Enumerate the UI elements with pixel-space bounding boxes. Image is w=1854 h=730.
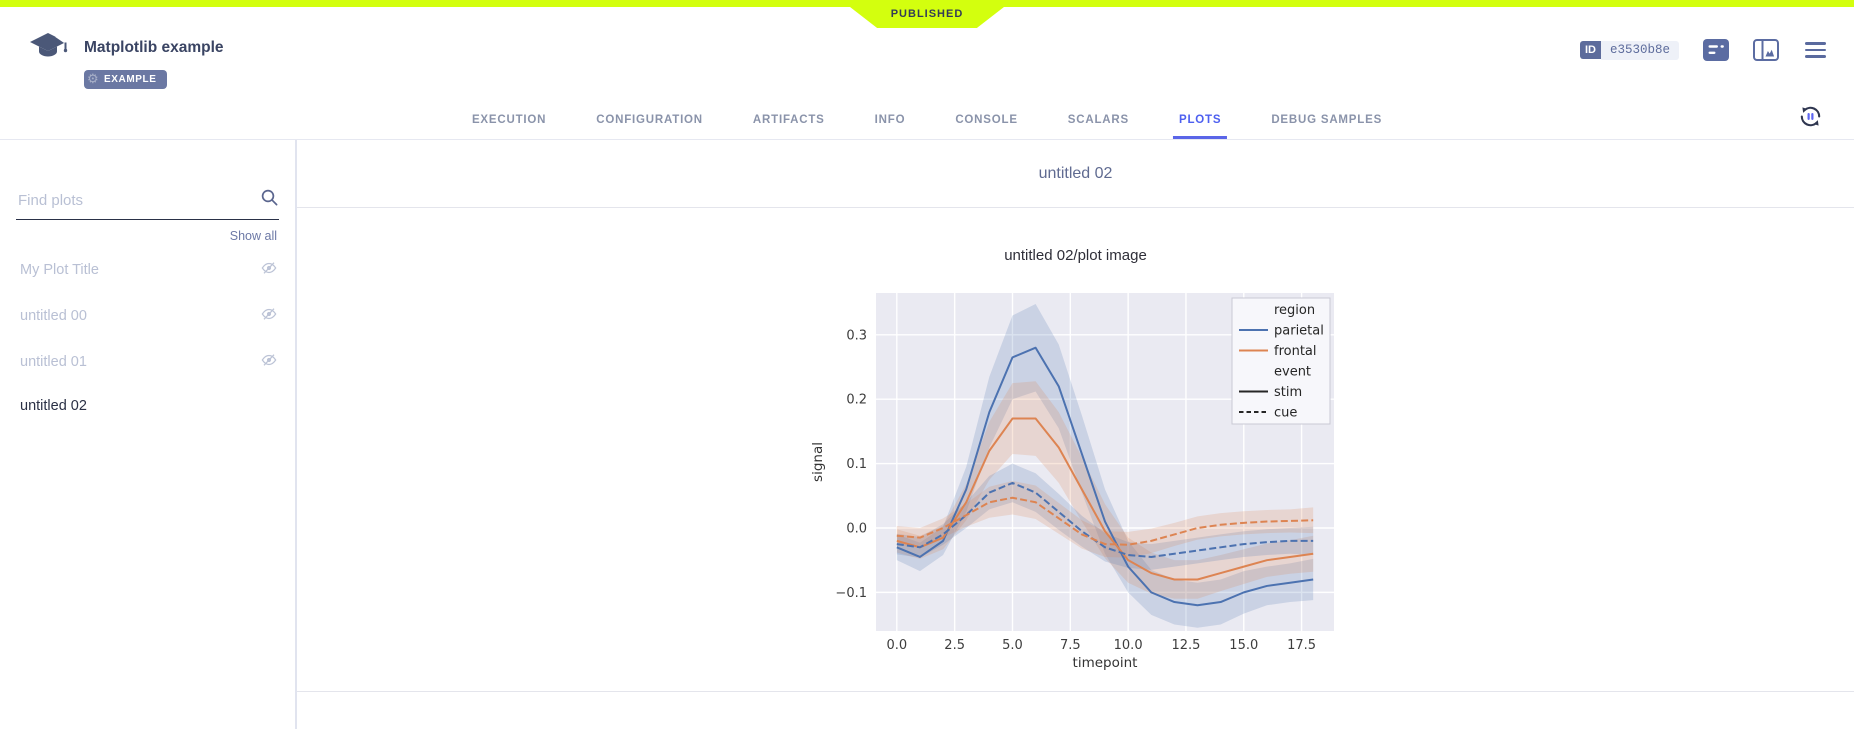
svg-text:15.0: 15.0 — [1229, 638, 1258, 653]
figure-svg: 0.0 2.5 5.0 7.5 10.0 12.5 15.0 17.5 −0.1 0.0 0.1 0.… — [810, 293, 1334, 671]
svg-text:frontal: frontal — [1274, 344, 1317, 359]
tab-execution[interactable]: EXECUTION — [471, 114, 547, 126]
svg-text:12.5: 12.5 — [1171, 638, 1200, 653]
svg-text:0.3: 0.3 — [846, 328, 867, 343]
svg-text:region: region — [1274, 303, 1315, 318]
plot-card-title: untitled 02/plot image — [1004, 247, 1147, 264]
plot-list-item-active[interactable]: untitled 02 — [0, 385, 295, 427]
tab-configuration[interactable]: CONFIGURATION — [596, 114, 703, 126]
svg-text:7.5: 7.5 — [1059, 638, 1080, 653]
content: Show all My Plot Title untitled 00 — [0, 140, 1854, 729]
experiment-logo-icon — [28, 31, 68, 89]
plot-list-item[interactable]: My Plot Title — [0, 247, 295, 293]
plot-item-label: untitled 00 — [20, 308, 87, 324]
plots-main: untitled 02 untitled 02/plot image 0.0 2.… — [297, 140, 1854, 729]
plots-panel-icon[interactable] — [1753, 39, 1779, 61]
auto-refresh-button[interactable] — [1797, 103, 1824, 135]
svg-text:event: event — [1274, 365, 1311, 380]
plot-list-item[interactable]: untitled 00 — [0, 293, 295, 339]
id-label: ID — [1579, 41, 1601, 59]
svg-text:0.0: 0.0 — [846, 521, 867, 536]
svg-text:cue: cue — [1274, 406, 1297, 421]
gear-icon: ⚙ — [87, 71, 100, 86]
tab-debug-samples[interactable]: DEBUG SAMPLES — [1271, 114, 1383, 126]
svg-text:2.5: 2.5 — [944, 638, 965, 653]
menu-button[interactable] — [1803, 40, 1828, 60]
plot-list-item[interactable]: untitled 01 — [0, 339, 295, 385]
search-icon — [260, 188, 279, 212]
svg-text:0.1: 0.1 — [846, 457, 867, 472]
plot-item-label: untitled 01 — [20, 354, 87, 370]
svg-text:−0.1: −0.1 — [835, 586, 867, 601]
page-title: Matplotlib example — [84, 39, 224, 56]
brand: Matplotlib example ⚙ EXAMPLE — [28, 31, 224, 89]
example-tag-label: EXAMPLE — [104, 74, 157, 85]
tab-scalars[interactable]: SCALARS — [1067, 114, 1129, 126]
tab-console[interactable]: CONSOLE — [955, 114, 1018, 126]
details-panel-icon[interactable] — [1703, 39, 1729, 61]
tab-info[interactable]: INFO — [874, 114, 906, 126]
svg-text:5.0: 5.0 — [1002, 638, 1023, 653]
svg-text:signal: signal — [810, 442, 826, 482]
eye-off-icon[interactable] — [261, 260, 277, 280]
svg-text:timepoint: timepoint — [1072, 655, 1137, 671]
svg-text:0.0: 0.0 — [886, 638, 907, 653]
header: Matplotlib example ⚙ EXAMPLE ID e3530b8e — [0, 7, 1854, 140]
tab-artifacts[interactable]: ARTIFACTS — [752, 114, 825, 126]
plot-group-title: untitled 02 — [1038, 165, 1113, 182]
tab-bar: EXECUTION CONFIGURATION ARTIFACTS INFO C… — [466, 114, 1388, 139]
svg-text:17.5: 17.5 — [1287, 638, 1316, 653]
id-value: e3530b8e — [1600, 40, 1679, 60]
eye-off-icon[interactable] — [261, 306, 277, 326]
example-tag: ⚙ EXAMPLE — [84, 70, 167, 89]
plot-card: untitled 02/plot image 0.0 2.5 5.0 7.5 10.0 1… — [297, 207, 1854, 692]
figure: 0.0 2.5 5.0 7.5 10.0 12.5 15.0 17.5 −0.1 0.0 0.1 0.… — [806, 273, 1346, 688]
svg-text:stim: stim — [1274, 385, 1302, 400]
svg-text:parietal: parietal — [1274, 324, 1324, 339]
show-all-link[interactable]: Show all — [229, 229, 277, 243]
id-badge: ID e3530b8e — [1579, 40, 1679, 60]
eye-off-icon[interactable] — [261, 352, 277, 372]
plots-sidebar: Show all My Plot Title untitled 00 — [0, 140, 297, 729]
search-box — [16, 188, 279, 220]
svg-text:10.0: 10.0 — [1113, 638, 1142, 653]
published-label: PUBLISHED — [890, 8, 964, 20]
plot-item-label: My Plot Title — [20, 262, 99, 278]
plot-list: My Plot Title untitled 00 — [0, 247, 295, 427]
tab-plots[interactable]: PLOTS — [1172, 114, 1228, 139]
header-actions: ID e3530b8e — [1579, 39, 1828, 61]
svg-text:0.2: 0.2 — [846, 393, 867, 408]
search-input[interactable] — [16, 190, 260, 210]
status-bar: PUBLISHED — [0, 0, 1854, 28]
plot-item-label: untitled 02 — [20, 398, 87, 414]
